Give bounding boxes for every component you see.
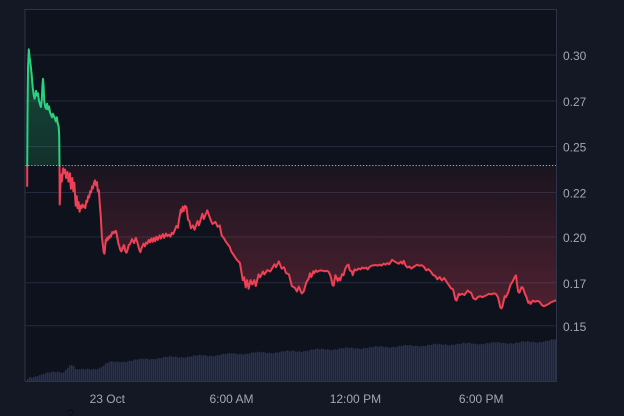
svg-text:12:00 PM: 12:00 PM — [330, 392, 381, 406]
svg-text:6:00 AM: 6:00 AM — [209, 392, 253, 406]
svg-text:23 Oct: 23 Oct — [90, 392, 126, 406]
svg-text:0.27: 0.27 — [563, 95, 587, 109]
svg-text:0.15: 0.15 — [563, 320, 587, 334]
svg-text:0.20: 0.20 — [563, 231, 587, 245]
svg-text:0.17: 0.17 — [563, 277, 587, 291]
svg-text:0.22: 0.22 — [563, 187, 587, 201]
svg-text:0.25: 0.25 — [563, 141, 587, 155]
svg-text:0.30: 0.30 — [563, 49, 587, 63]
svg-text:6:00 PM: 6:00 PM — [459, 392, 504, 406]
svg-text:2: 2 — [67, 406, 75, 416]
